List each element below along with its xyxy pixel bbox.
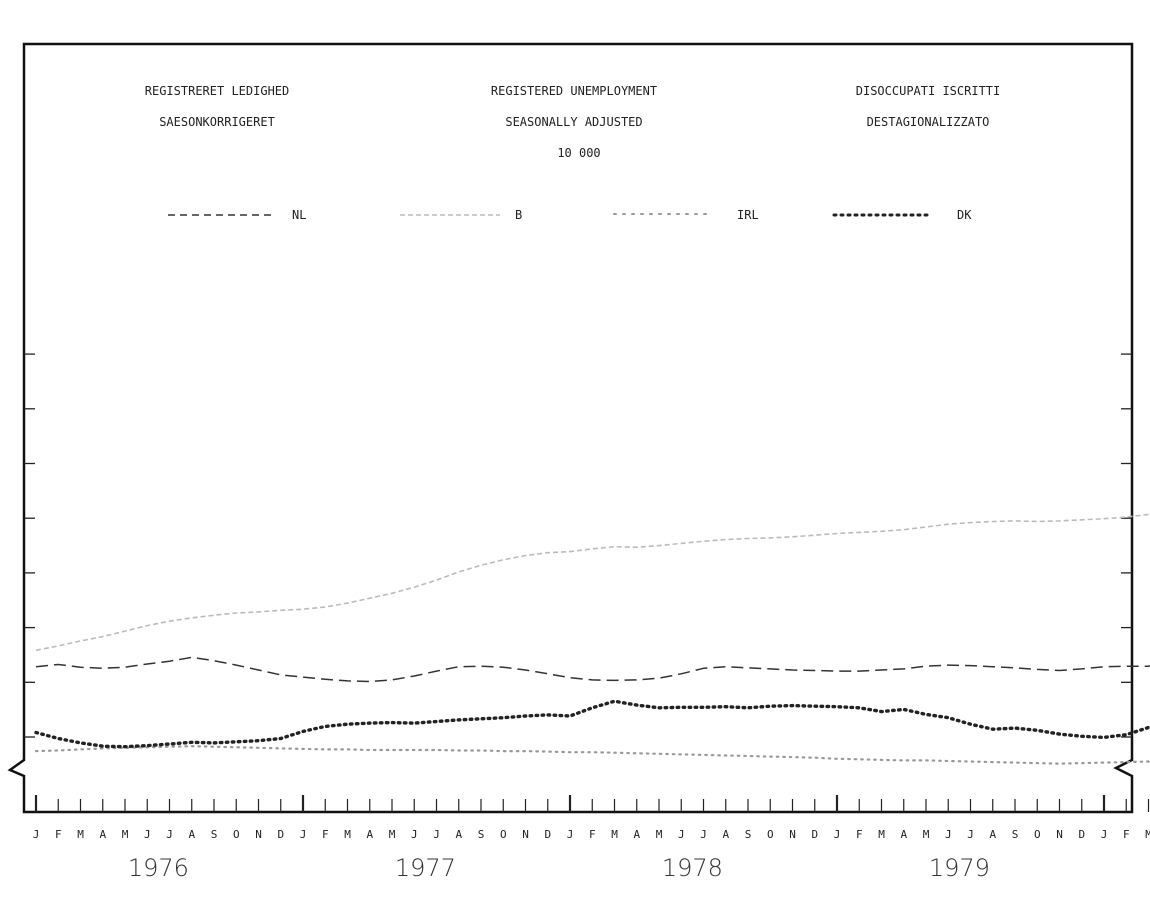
x-month-label: M	[923, 828, 930, 841]
series-line-nl	[35, 656, 1150, 683]
header-english: REGISTERED UNEMPLOYMENT SEASONALLY ADJUS…	[491, 84, 657, 160]
legend-label-nl: NL	[292, 208, 306, 222]
y-axis-ticks	[24, 353, 1132, 738]
header-danish: REGISTRERET LEDIGHED SAESONKORRIGERET	[145, 84, 290, 129]
series-layer	[34, 513, 1150, 765]
legend: NL B IRL DK	[168, 208, 972, 222]
x-month-label: J	[433, 828, 440, 841]
x-month-label: D	[544, 828, 551, 841]
x-month-label: N	[522, 828, 529, 841]
x-month-label: A	[366, 828, 373, 841]
x-month-label: M	[1145, 828, 1150, 841]
header-english-line-2: SEASONALLY ADJUSTED	[505, 115, 642, 129]
x-month-label: O	[767, 828, 774, 841]
header-english-line-3: 10 000	[557, 146, 600, 160]
legend-label-b: B	[515, 208, 522, 222]
x-axis-ticks	[34, 795, 1150, 812]
legend-label-irl: IRL	[737, 208, 759, 222]
x-month-label: O	[1034, 828, 1041, 841]
header-italian-line-1: DISOCCUPATI ISCRITTI	[856, 84, 1001, 98]
x-month-label: A	[989, 828, 996, 841]
x-axis-year-labels: 19761977197819791980	[128, 854, 990, 882]
header-italian: DISOCCUPATI ISCRITTI DESTAGIONALIZZATO	[856, 84, 1001, 129]
x-month-label: S	[1012, 828, 1019, 841]
x-month-label: D	[277, 828, 284, 841]
x-month-label: J	[700, 828, 707, 841]
x-month-label: F	[1123, 828, 1130, 841]
x-month-label: M	[611, 828, 618, 841]
x-month-label: J	[834, 828, 841, 841]
x-month-label: J	[567, 828, 574, 841]
x-month-label: J	[945, 828, 952, 841]
x-month-label: O	[500, 828, 507, 841]
x-year-label: 1977	[395, 854, 456, 882]
x-month-label: M	[656, 828, 663, 841]
x-month-label: N	[789, 828, 796, 841]
x-month-label: F	[856, 828, 863, 841]
header-english-line-1: REGISTERED UNEMPLOYMENT	[491, 84, 657, 98]
series-line-irl	[34, 745, 1150, 765]
x-month-label: A	[722, 828, 729, 841]
x-month-label: S	[211, 828, 218, 841]
x-month-label: A	[900, 828, 907, 841]
x-month-label: J	[967, 828, 974, 841]
x-month-label: A	[188, 828, 195, 841]
x-month-label: M	[344, 828, 351, 841]
x-month-label: F	[55, 828, 62, 841]
series-line-dk	[34, 699, 1150, 749]
x-month-label: N	[255, 828, 262, 841]
x-year-label: 1978	[662, 854, 723, 882]
x-month-label: F	[589, 828, 596, 841]
x-month-label: M	[122, 828, 129, 841]
x-month-label: M	[878, 828, 885, 841]
x-month-label: S	[745, 828, 752, 841]
x-month-label: J	[678, 828, 685, 841]
header-danish-line-2: SAESONKORRIGERET	[159, 115, 275, 129]
x-month-label: J	[33, 828, 40, 841]
x-month-label: M	[77, 828, 84, 841]
x-month-label: M	[389, 828, 396, 841]
x-year-label: 1979	[929, 854, 990, 882]
x-month-label: D	[1078, 828, 1085, 841]
header-danish-line-1: REGISTRERET LEDIGHED	[145, 84, 290, 98]
x-month-label: J	[166, 828, 173, 841]
x-month-label: A	[633, 828, 640, 841]
x-month-label: N	[1056, 828, 1063, 841]
x-year-label: 1976	[128, 854, 189, 882]
x-month-label: A	[99, 828, 106, 841]
x-month-label: O	[233, 828, 240, 841]
x-month-label: J	[411, 828, 418, 841]
series-line-b	[35, 513, 1150, 652]
x-month-label: J	[144, 828, 151, 841]
x-month-label: J	[300, 828, 307, 841]
x-month-label: D	[811, 828, 818, 841]
header-italian-line-2: DESTAGIONALIZZATO	[867, 115, 990, 129]
x-month-label: A	[455, 828, 462, 841]
chart-frame	[7, 42, 1134, 814]
x-month-label: J	[1101, 828, 1108, 841]
x-month-label: S	[478, 828, 485, 841]
x-month-label: F	[322, 828, 329, 841]
legend-label-dk: DK	[957, 208, 972, 222]
